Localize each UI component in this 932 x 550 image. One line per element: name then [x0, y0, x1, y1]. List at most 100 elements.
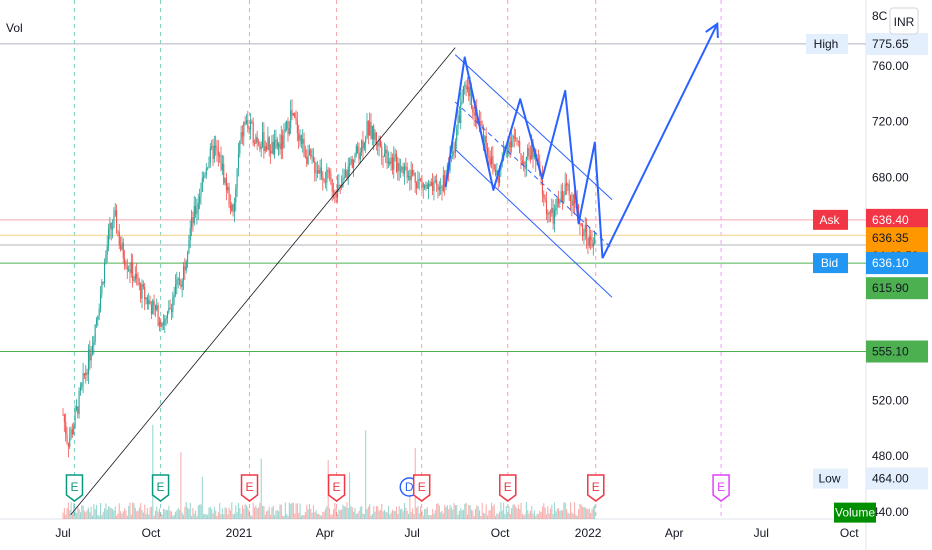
candle [412, 170, 414, 175]
candle [106, 245, 108, 255]
drawings[interactable] [70, 22, 719, 516]
zigzag-pattern[interactable] [444, 56, 604, 259]
volume-bar [363, 513, 365, 519]
candle [452, 151, 454, 157]
trend-line[interactable] [70, 47, 456, 516]
volume-bar [464, 503, 466, 519]
candle [201, 178, 203, 192]
candle [303, 139, 305, 157]
candle [417, 179, 419, 189]
projection-arrow-head[interactable] [705, 22, 719, 38]
volume-bar [434, 510, 436, 519]
volume-bar [422, 515, 424, 519]
volume-bar [122, 511, 124, 519]
price-label-value: 636.40 [872, 213, 909, 227]
volume-bar [85, 512, 87, 519]
event-marker-0[interactable]: E [65, 474, 84, 502]
volume-bar [549, 508, 552, 519]
y-axis: 440.00 480.00 520.00 680.00 720.00 760.00 8C [872, 9, 909, 519]
candle [426, 184, 428, 189]
volume-bar [95, 504, 98, 519]
volume-bar [74, 507, 76, 519]
event-marker-3[interactable]: E [327, 474, 346, 502]
candle [491, 156, 493, 165]
volume-bar [145, 513, 147, 519]
volume-bar [195, 510, 197, 519]
volume-bar [583, 507, 585, 519]
volume-bar [169, 510, 171, 519]
candle [152, 300, 154, 315]
event-marker-1[interactable]: E [151, 474, 170, 502]
candle [418, 179, 420, 181]
volume-bar [481, 502, 483, 519]
volume-bar [444, 505, 446, 519]
candle [484, 136, 486, 143]
volume-bar [417, 505, 419, 519]
candle [316, 170, 319, 173]
projection-arrow[interactable] [601, 23, 719, 259]
volume-bar [216, 515, 218, 519]
channel-lower[interactable] [454, 149, 613, 298]
currency-button[interactable]: INR [889, 7, 919, 35]
candle [369, 121, 371, 136]
candle [482, 126, 485, 143]
candle [492, 156, 494, 165]
horizontal-levels [0, 43, 866, 353]
event-marker-5[interactable]: E [412, 474, 431, 502]
candle [129, 269, 131, 274]
volume-bar [177, 507, 179, 519]
volume-bar [389, 514, 391, 519]
volume-bar [555, 511, 557, 519]
volume-bar [63, 507, 65, 519]
candle [421, 180, 423, 183]
volume-bar [294, 513, 296, 519]
candle [579, 223, 581, 225]
volume-bar [543, 503, 545, 519]
volume-bar [298, 512, 300, 519]
candle [221, 163, 223, 170]
volume-bar [523, 515, 525, 519]
indicator-label[interactable]: Vol [6, 21, 23, 35]
volume-bar [81, 505, 83, 519]
volume-bar [381, 503, 383, 519]
candle [266, 146, 268, 150]
volume-bar [537, 513, 539, 519]
event-marker-8[interactable]: E [712, 474, 730, 502]
candle [564, 183, 566, 196]
volume-bar [436, 503, 438, 519]
candle [248, 127, 250, 130]
candle [355, 146, 357, 155]
volume-bar [375, 506, 377, 519]
earnings-marker-icon [412, 474, 431, 502]
candle [402, 166, 404, 174]
volume-bar [401, 508, 403, 519]
volume-bar [221, 508, 223, 519]
candle [441, 186, 443, 191]
candle [286, 121, 288, 129]
event-marker-2[interactable]: E [240, 474, 259, 502]
channel-upper[interactable] [454, 54, 613, 200]
volume-bar [397, 514, 399, 519]
volume-bar [106, 509, 108, 519]
candle [98, 308, 100, 316]
event-marker-7[interactable]: E [587, 474, 605, 502]
volume-bar [386, 512, 388, 519]
candle [473, 112, 475, 116]
volume-bar [112, 508, 114, 519]
candle [272, 141, 274, 155]
volume-bar [588, 508, 590, 519]
candle [464, 84, 466, 87]
volume-bar [521, 513, 523, 519]
candle [394, 153, 396, 158]
candle [189, 228, 191, 241]
event-marker-6[interactable]: E [499, 474, 517, 502]
event-marker-letter: E [418, 480, 426, 494]
volume-bar [516, 508, 518, 519]
volume-bar [355, 513, 357, 519]
event-marker-letter: E [157, 480, 165, 494]
candle [440, 186, 442, 188]
volume-bar [244, 504, 246, 519]
volume-bar [590, 513, 592, 519]
